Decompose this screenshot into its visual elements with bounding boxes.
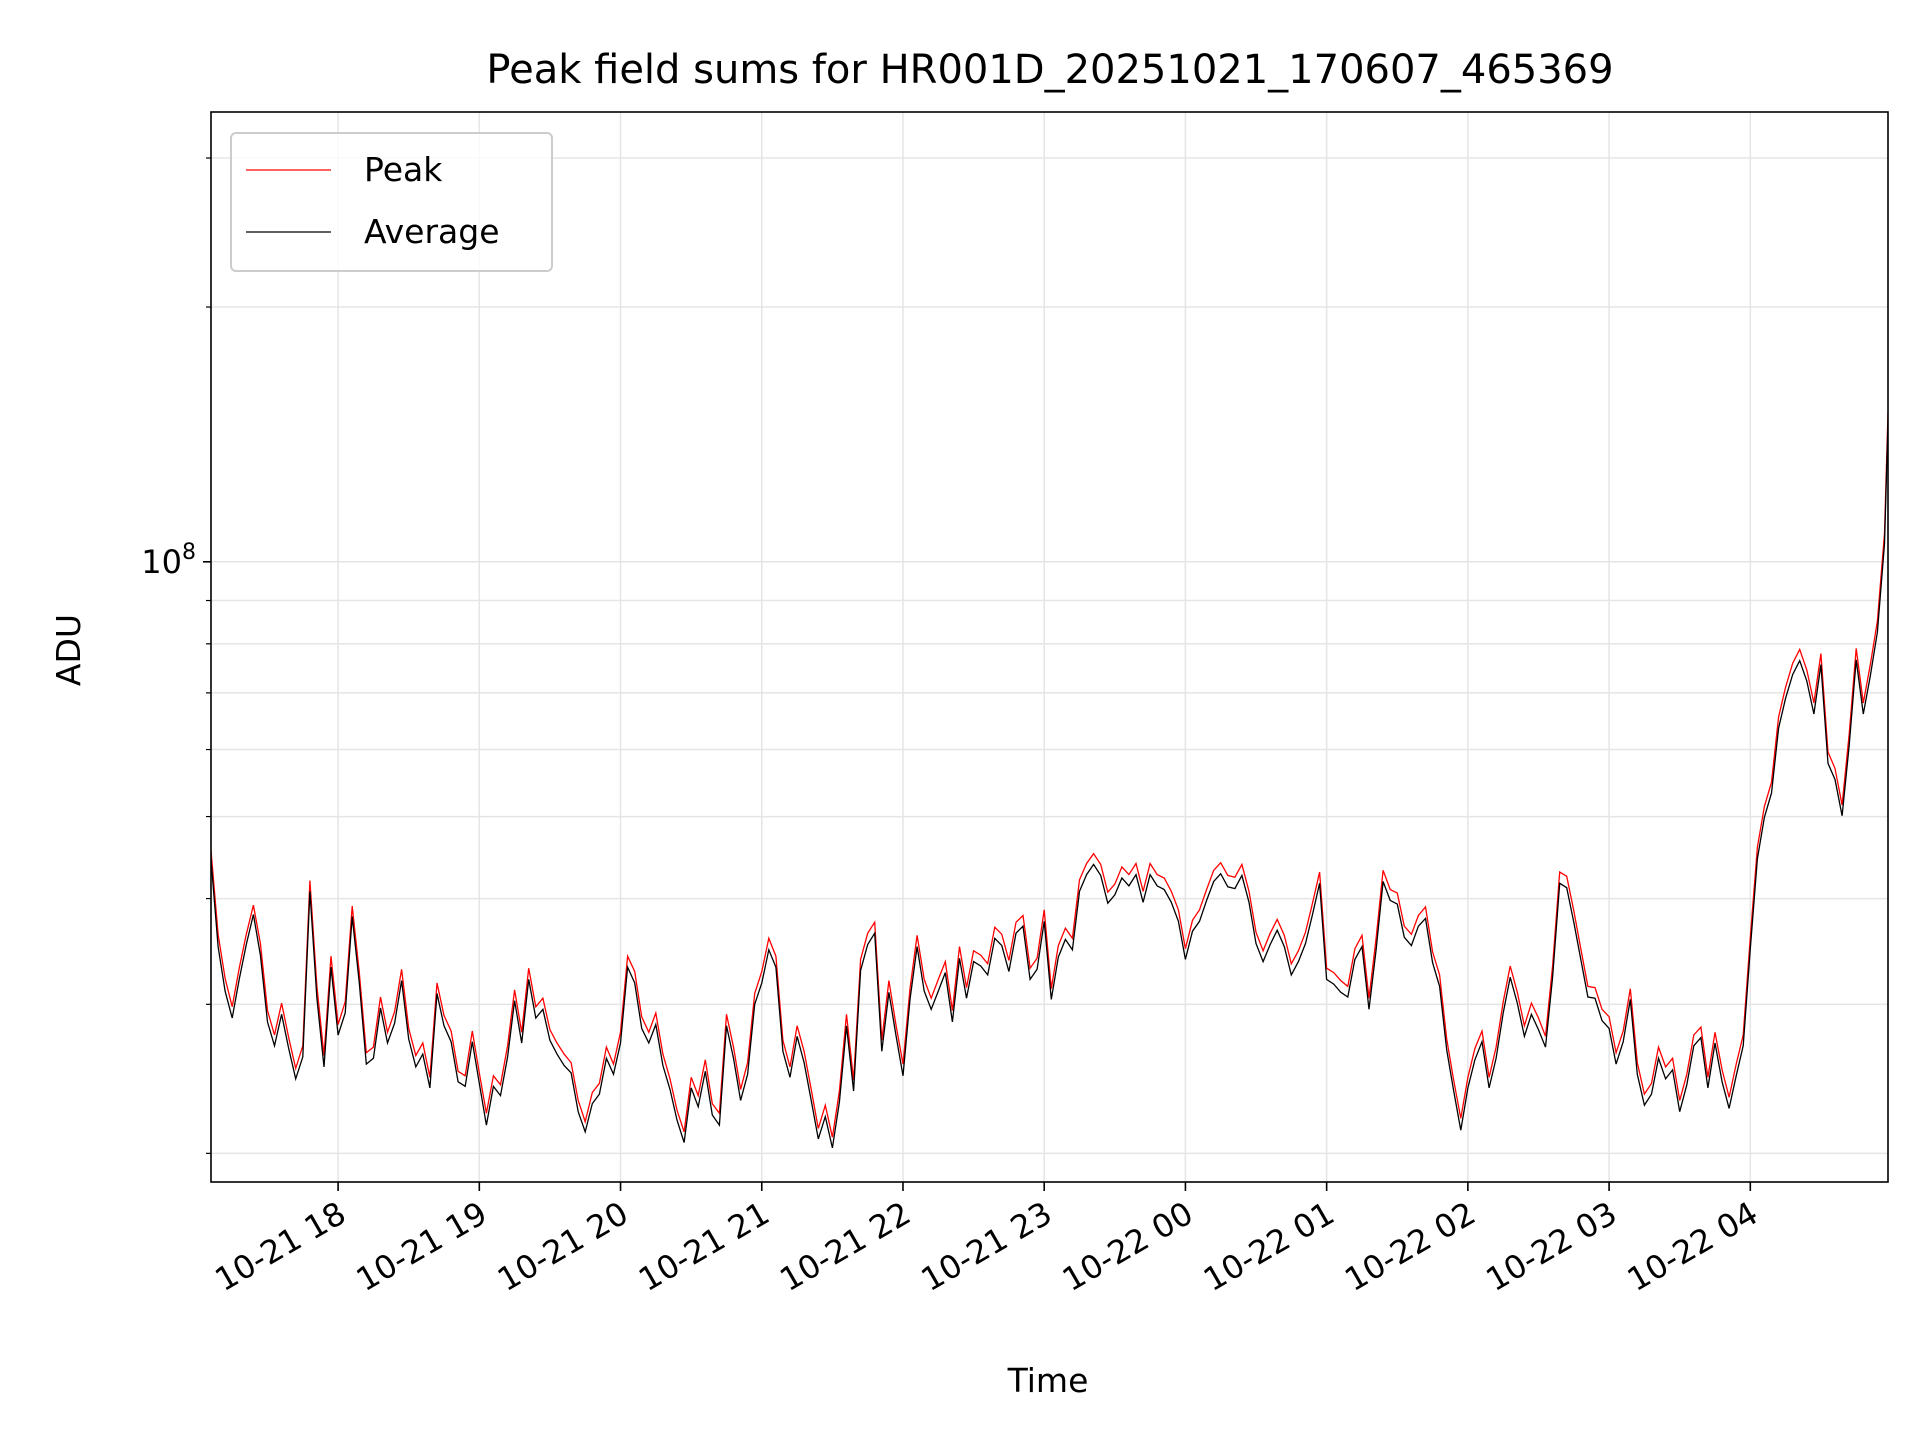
y-tick-exponent: 8 [182, 540, 196, 565]
x-axis-label: Time [1007, 1361, 1089, 1400]
legend-label-average: Average [364, 212, 500, 251]
y-axis-label: ADU [49, 614, 88, 686]
series-layer [211, 412, 1888, 1149]
series-line-average [211, 422, 1888, 1149]
y-tick-label: 108 [141, 540, 196, 581]
legend-label-peak: Peak [364, 150, 443, 189]
chart-title: Peak field sums for HR001D_20251021_1706… [486, 47, 1613, 93]
legend-box [230, 132, 553, 272]
grid [211, 112, 1888, 1182]
legend: Peak Average [230, 132, 553, 272]
series-line-peak [211, 412, 1888, 1138]
plot-frame [210, 111, 1889, 1183]
y-tick-base: 10 [141, 543, 182, 581]
y-axis: 108 [141, 157, 211, 1154]
